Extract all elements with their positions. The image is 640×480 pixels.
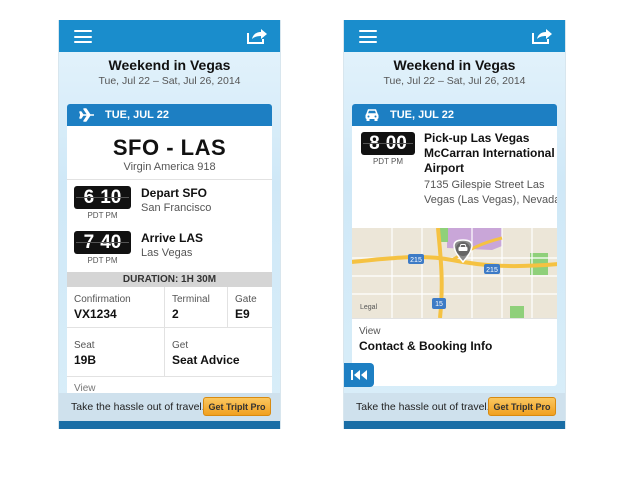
seat-row: Seat 19B Get Seat Advice [67, 328, 272, 377]
booking-row: Confirmation VX1234 Terminal 2 Gate E9 [67, 287, 272, 328]
seat-cell[interactable]: Seat 19B [67, 328, 165, 376]
trip-dates: Tue, Jul 22 – Sat, Jul 26, 2014 [383, 75, 526, 87]
seat-label: Seat [74, 340, 95, 351]
map-pin-icon [453, 239, 473, 264]
depart-tz: PDT PM [87, 211, 118, 220]
contact-booking-link: Contact & Booking Info [359, 339, 493, 353]
route-code: SFO - LAS [112, 135, 227, 160]
promo-banner: Take the hassle out of travel. Get TripI… [344, 393, 565, 421]
depart-leg[interactable]: 6 10 PDT PM Depart SFO San Francisco [67, 180, 272, 225]
arrive-clock: 7 40 [74, 231, 131, 254]
get-tripit-pro-button[interactable]: Get TripIt Pro [488, 397, 556, 416]
rewind-button[interactable] [344, 363, 374, 387]
map-view[interactable]: 215 215 15 Legal [352, 228, 557, 318]
promo-text: Take the hassle out of travel. [356, 401, 490, 413]
pickup-section[interactable]: 8 00 PDT PM Pick-up Las Vegas McCarran In… [352, 126, 557, 228]
trip-header: Weekend in Vegas Tue, Jul 22 – Sat, Jul … [59, 52, 280, 92]
terminal-value: 2 [172, 307, 179, 321]
menu-icon[interactable] [359, 30, 377, 43]
share-icon[interactable] [531, 28, 553, 44]
trip-title: Weekend in Vegas [393, 57, 516, 73]
confirmation-value: VX1234 [74, 307, 117, 321]
bottom-strip [344, 421, 565, 429]
seat-value: 19B [74, 353, 97, 367]
trip-title: Weekend in Vegas [108, 57, 231, 73]
day-label: TUE, JUL 22 [105, 109, 169, 121]
confirmation-cell[interactable]: Confirmation VX1234 [67, 287, 165, 327]
airplane-icon [79, 108, 94, 122]
route-215a-label: 215 [410, 257, 422, 264]
arrive-place: Las Vegas [141, 247, 193, 259]
menu-icon[interactable] [74, 30, 92, 43]
car-icon [365, 109, 379, 121]
get-label: Get [172, 340, 189, 351]
airline-flight: Virgin America 918 [123, 161, 216, 173]
arrive-leg[interactable]: 7 40 PDT PM Arrive LAS Las Vegas [67, 225, 272, 270]
promo-banner: Take the hassle out of travel. Get TripI… [59, 393, 280, 421]
seat-advice-link: Seat Advice [172, 353, 240, 367]
duration-bar: DURATION: 1H 30M [67, 272, 272, 287]
pickup-tz: PDT PM [372, 157, 404, 166]
day-bar: TUE, JUL 22 [352, 104, 557, 126]
flight-card: TUE, JUL 22 SFO - LAS Virgin America 918… [67, 104, 272, 429]
day-label: TUE, JUL 22 [390, 109, 454, 121]
get-tripit-pro-button[interactable]: Get TripIt Pro [203, 397, 271, 416]
trip-dates: Tue, Jul 22 – Sat, Jul 26, 2014 [98, 75, 241, 87]
route-header: SFO - LAS Virgin America 918 [67, 126, 272, 180]
route-215b-label: 215 [486, 267, 498, 274]
top-bar [344, 20, 565, 52]
rewind-icon [351, 370, 367, 380]
gate-label: Gate [235, 294, 257, 305]
view-label: View [359, 326, 381, 337]
trip-header: Weekend in Vegas Tue, Jul 22 – Sat, Jul … [344, 52, 565, 92]
arrive-tz: PDT PM [87, 256, 118, 265]
bottom-strip [59, 421, 280, 429]
share-icon[interactable] [246, 28, 268, 44]
arrive-title: Arrive LAS [141, 231, 204, 245]
car-screen: Weekend in Vegas Tue, Jul 22 – Sat, Jul … [343, 20, 566, 429]
gate-cell[interactable]: Gate E9 [228, 287, 272, 327]
top-bar [59, 20, 280, 52]
day-bar: TUE, JUL 22 [67, 104, 272, 126]
pickup-address: 7135 Gilespie Street Las Vegas (Las Vega… [424, 179, 557, 206]
confirmation-label: Confirmation [74, 294, 131, 305]
gate-value: E9 [235, 307, 250, 321]
terminal-cell[interactable]: Terminal 2 [165, 287, 228, 327]
promo-text: Take the hassle out of travel. [71, 401, 205, 413]
view-label[interactable]: View [74, 383, 96, 394]
terminal-label: Terminal [172, 294, 210, 305]
depart-clock: 6 10 [74, 186, 131, 209]
depart-title: Depart SFO [141, 186, 208, 200]
flight-screen: Weekend in Vegas Tue, Jul 22 – Sat, Jul … [58, 20, 281, 429]
map-legal-link: Legal [360, 304, 378, 311]
route-15-label: 15 [435, 301, 443, 308]
depart-place: San Francisco [141, 202, 212, 214]
seat-advice-cell[interactable]: Get Seat Advice [165, 328, 272, 376]
contact-section[interactable]: View Contact & Booking Info [352, 318, 557, 358]
car-card: TUE, JUL 22 8 00 PDT PM Pick-up Las Vegas… [352, 104, 557, 386]
pickup-clock: 8 00 [361, 132, 415, 155]
pickup-title: Pick-up Las Vegas McCarran International… [424, 131, 555, 175]
